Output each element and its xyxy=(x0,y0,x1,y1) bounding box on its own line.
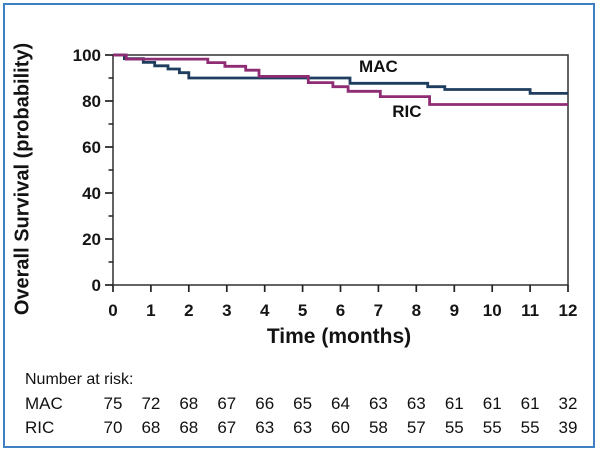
risk-count-ric-m11: 55 xyxy=(521,418,540,437)
series-curve-mac xyxy=(113,53,568,95)
y-axis-title: Overall Survival (probability) xyxy=(11,42,34,316)
y-tick-label: 100 xyxy=(73,46,101,65)
curve-label-mac: MAC xyxy=(359,57,398,76)
x-tick-label: 5 xyxy=(298,301,307,320)
risk-row-label-mac: MAC xyxy=(25,394,63,413)
y-tick-label: 20 xyxy=(82,230,101,249)
risk-count-mac-m8: 63 xyxy=(407,394,426,413)
risk-count-ric-m9: 55 xyxy=(445,418,464,437)
risk-count-mac-m9: 61 xyxy=(445,394,464,413)
x-tick-label: 3 xyxy=(222,301,231,320)
risk-count-mac-m5: 65 xyxy=(293,394,312,413)
risk-count-ric-m4: 63 xyxy=(255,418,274,437)
risk-count-ric-m6: 60 xyxy=(331,418,350,437)
risk-count-ric-m3: 67 xyxy=(217,418,236,437)
risk-count-ric-m10: 55 xyxy=(483,418,502,437)
y-tick-label: 80 xyxy=(82,92,101,111)
x-tick-label: 11 xyxy=(521,301,539,320)
x-tick-label: 8 xyxy=(412,301,421,320)
y-tick-label: 40 xyxy=(82,184,101,203)
x-tick-label: 6 xyxy=(336,301,345,320)
risk-count-ric-m7: 58 xyxy=(369,418,388,437)
y-tick-label: 60 xyxy=(82,138,101,157)
risk-count-mac-m12: 32 xyxy=(559,394,578,413)
x-tick-label: 2 xyxy=(184,301,193,320)
risk-count-mac-m10: 61 xyxy=(483,394,502,413)
risk-count-mac-m3: 67 xyxy=(217,394,236,413)
curve-label-ric: RIC xyxy=(392,102,421,121)
y-tick-label: 0 xyxy=(92,276,101,295)
risk-count-mac-m0: 75 xyxy=(104,394,123,413)
x-tick-label: 1 xyxy=(146,301,155,320)
risk-count-ric-m8: 57 xyxy=(407,418,426,437)
x-tick-label: 12 xyxy=(559,301,578,320)
x-tick-label: 9 xyxy=(450,301,459,320)
risk-count-ric-m2: 68 xyxy=(179,418,198,437)
risk-count-ric-m5: 63 xyxy=(293,418,312,437)
x-tick-label: 10 xyxy=(483,301,502,320)
risk-count-ric-m12: 39 xyxy=(559,418,578,437)
risk-count-mac-m7: 63 xyxy=(369,394,388,413)
risk-table-header: Number at risk: xyxy=(25,371,134,388)
risk-count-mac-m6: 64 xyxy=(331,394,350,413)
risk-count-ric-m1: 68 xyxy=(141,418,160,437)
x-tick-label: 4 xyxy=(260,301,270,320)
x-axis-title: Time (months) xyxy=(266,325,412,348)
risk-count-mac-m2: 68 xyxy=(179,394,198,413)
risk-count-ric-m0: 70 xyxy=(104,418,123,437)
x-tick-label: 0 xyxy=(108,301,117,320)
risk-row-label-ric: RIC xyxy=(25,418,54,437)
risk-count-mac-m4: 66 xyxy=(255,394,274,413)
risk-count-mac-m11: 61 xyxy=(521,394,540,413)
risk-count-mac-m1: 72 xyxy=(141,394,160,413)
series-curve-ric xyxy=(113,53,568,106)
x-tick-label: 7 xyxy=(374,301,383,320)
